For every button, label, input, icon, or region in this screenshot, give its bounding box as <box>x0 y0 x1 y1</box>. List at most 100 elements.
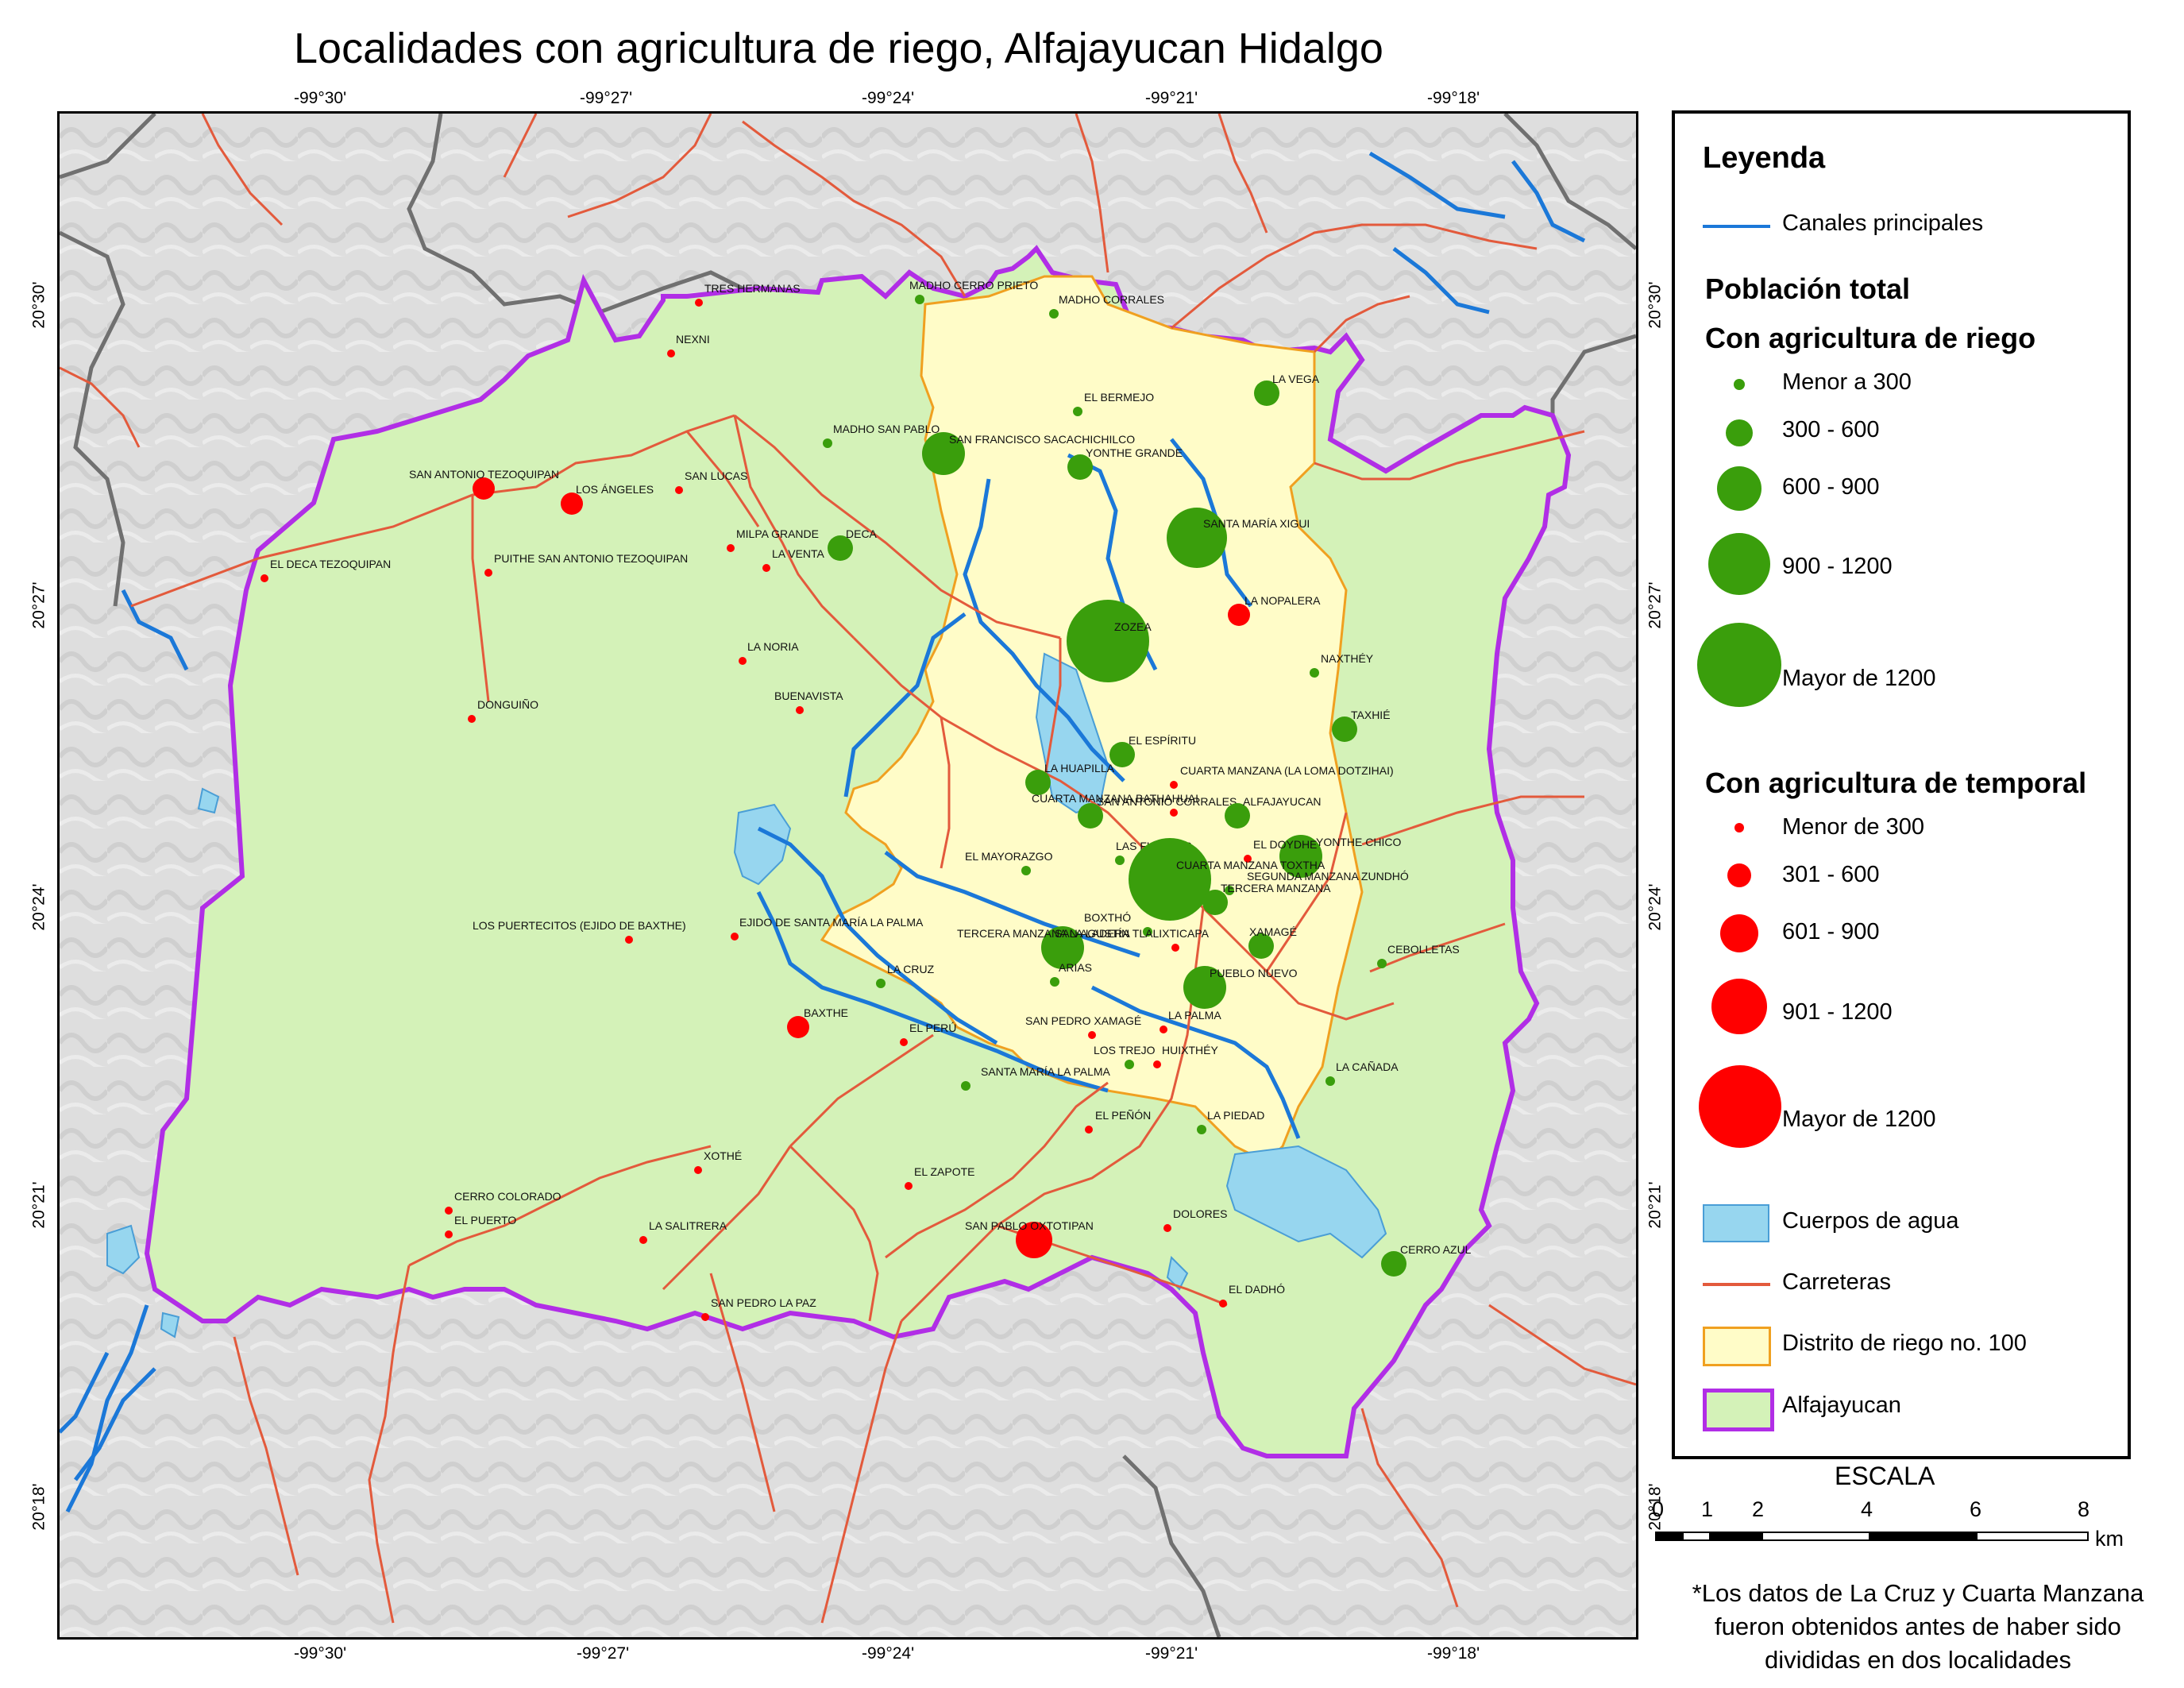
locality-marker-san-francisco-sacachichilco[interactable] <box>922 432 965 475</box>
locality-marker-san-antonio-corrales[interactable] <box>1078 803 1103 829</box>
locality-marker-la-cruz[interactable] <box>876 979 886 988</box>
locality-marker-baxthe[interactable] <box>787 1016 809 1038</box>
locality-marker-dolores[interactable] <box>1163 1224 1171 1232</box>
locality-label-pueblo-nuevo: PUEBLO NUEVO <box>1210 967 1298 979</box>
locality-label-buenavista: BUENAVISTA <box>774 689 843 702</box>
locality-marker-madho-san-pablo[interactable] <box>823 438 832 448</box>
locality-marker-pueblo-nuevo[interactable] <box>1183 966 1226 1009</box>
locality-marker-el-penon[interactable] <box>1085 1126 1093 1134</box>
locality-marker-el-peru[interactable] <box>900 1038 908 1046</box>
lat-label-right: 20°30' <box>1646 281 1665 329</box>
locality-marker-san-pablo-oxtotipan[interactable] <box>1016 1222 1052 1258</box>
locality-marker-cuarta-manzana-la-loma-dotzihai[interactable] <box>1170 781 1178 789</box>
legend-temporal-title: Con agricultura de temporal <box>1705 767 2087 799</box>
locality-marker-tercera-manzana-la-ladera[interactable] <box>1171 944 1179 952</box>
legend-title: Leyenda <box>1703 141 1826 175</box>
locality-marker-la-venta[interactable] <box>762 564 770 572</box>
locality-marker-buenavista[interactable] <box>796 706 804 714</box>
temporal-symbol-class-5 <box>1699 1065 1781 1148</box>
locality-marker-los-trejo[interactable] <box>1125 1060 1134 1069</box>
locality-marker-san-antonio-tezoquipan[interactable] <box>473 477 495 500</box>
locality-marker-la-canada[interactable] <box>1325 1076 1335 1086</box>
locality-marker-la-vega[interactable] <box>1254 380 1279 406</box>
riego-class-1: Menor a 300 <box>1782 369 1912 395</box>
locality-marker-boxtho[interactable] <box>1143 927 1152 937</box>
locality-marker-la-huapilla[interactable] <box>1025 770 1051 795</box>
riego-class-2: 300 - 600 <box>1782 417 1880 442</box>
locality-label-cuarta-manzana-bathahuai: CUARTA MANZANA BATHAHUAI <box>1032 792 1198 805</box>
locality-marker-taxhie[interactable] <box>1332 717 1357 742</box>
locality-label-cerro-azul: CERRO AZUL <box>1400 1243 1472 1256</box>
locality-marker-los-angeles[interactable] <box>561 492 583 515</box>
locality-marker-puithe-san-antonio-tezoquipan[interactable] <box>484 569 492 577</box>
locality-marker-cerro-azul[interactable] <box>1381 1251 1406 1277</box>
locality-marker-cerro-colorado[interactable] <box>445 1207 453 1215</box>
locality-marker-deca[interactable] <box>828 535 853 561</box>
locality-marker-tercera-manzana[interactable] <box>1202 890 1228 915</box>
locality-marker-el-mayorazgo[interactable] <box>1021 866 1031 875</box>
map-canvas[interactable]: TRES HERMANAS MADHO CERRO PRIETO MADHO COR… <box>60 114 1636 1637</box>
locality-marker-san-pedro-la-paz[interactable] <box>701 1313 709 1321</box>
water-symbol <box>1703 1204 1769 1242</box>
locality-marker-segunda-manzana-zundho[interactable] <box>1225 886 1234 895</box>
locality-marker-cuarta-manzana-bathahuai[interactable] <box>1170 809 1178 817</box>
locality-marker-la-piedad[interactable] <box>1197 1125 1206 1134</box>
locality-marker-cuarta-manzana-toxtha[interactable] <box>1129 838 1211 921</box>
locality-marker-xamage[interactable] <box>1248 933 1274 959</box>
locality-marker-san-pedro-xamage[interactable] <box>1088 1031 1096 1039</box>
locality-marker-huixthey[interactable] <box>1153 1060 1161 1068</box>
locality-marker-madho-cerro-prieto[interactable] <box>915 295 924 304</box>
locality-marker-el-puerto[interactable] <box>445 1230 453 1238</box>
locality-marker-las-fuentes[interactable] <box>1115 856 1125 865</box>
lon-label-top: -99°24' <box>862 89 915 107</box>
locality-marker-san-agustin-tlalixticapa[interactable] <box>1041 926 1084 969</box>
locality-label-huixthey: HUIXTHÉY <box>1162 1044 1218 1056</box>
locality-marker-ejido-de-santa-maria-la-palma[interactable] <box>731 933 739 941</box>
locality-marker-san-lucas[interactable] <box>675 486 683 494</box>
locality-marker-cebolletas[interactable] <box>1377 959 1387 968</box>
locality-marker-xothe[interactable] <box>694 1166 702 1174</box>
temporal-symbol-class-1 <box>1734 823 1744 832</box>
locality-marker-nexni[interactable] <box>667 350 675 357</box>
locality-marker-yonthe-chico[interactable] <box>1279 835 1322 878</box>
locality-label-nexni: NEXNI <box>676 333 710 346</box>
locality-label-zozea: ZOZEA <box>1114 620 1152 633</box>
locality-marker-zozea[interactable] <box>1067 600 1149 682</box>
locality-marker-el-espiritu[interactable] <box>1109 742 1135 767</box>
map-frame[interactable]: TRES HERMANAS MADHO CERRO PRIETO MADHO COR… <box>57 111 1638 1640</box>
locality-marker-arias[interactable] <box>1050 977 1059 987</box>
locality-marker-santa-maria-la-palma[interactable] <box>961 1081 970 1091</box>
locality-marker-milpa-grande[interactable] <box>727 544 735 552</box>
locality-marker-la-noria[interactable] <box>739 657 747 665</box>
locality-label-milpa-grande: MILPA GRANDE <box>736 527 819 540</box>
locality-marker-el-deca-tezoquipan[interactable] <box>260 574 268 582</box>
locality-label-dolores: DOLORES <box>1173 1207 1227 1220</box>
locality-marker-madho-corrales[interactable] <box>1049 309 1059 319</box>
locality-marker-yonthe-grande[interactable] <box>1067 454 1093 480</box>
legend-riego-title: Con agricultura de riego <box>1705 322 2036 354</box>
locality-marker-naxthey[interactable] <box>1310 668 1319 678</box>
locality-marker-el-zapote[interactable] <box>905 1182 913 1190</box>
riego-symbol-class-5 <box>1697 623 1781 707</box>
locality-marker-la-nopalera[interactable] <box>1228 604 1250 626</box>
lon-label-top: -99°21' <box>1145 89 1198 107</box>
locality-marker-tres-hermanas[interactable] <box>695 299 703 307</box>
locality-marker-la-salitrera[interactable] <box>639 1236 647 1244</box>
locality-label-el-zapote: EL ZAPOTE <box>914 1165 975 1178</box>
locality-marker-santa-maria-xigui[interactable] <box>1167 508 1227 568</box>
locality-marker-la-palma[interactable] <box>1160 1026 1167 1033</box>
locality-marker-los-puertecitos-ejido-de-baxthe[interactable] <box>625 936 633 944</box>
locality-label-la-vega: LA VEGA <box>1272 373 1320 385</box>
locality-label-la-venta: LA VENTA <box>772 547 825 560</box>
locality-marker-alfajayucan[interactable] <box>1225 803 1250 829</box>
footnote-line: *Los datos de La Cruz y Cuarta Manzana <box>1692 1579 2144 1607</box>
locality-marker-el-doydhe[interactable] <box>1244 855 1252 863</box>
locality-label-donguino: DONGUIÑO <box>477 698 538 711</box>
locality-label-madho-san-pablo: MADHO SAN PABLO <box>833 423 940 435</box>
locality-marker-el-dadho[interactable] <box>1219 1300 1227 1308</box>
locality-marker-el-bermejo[interactable] <box>1073 407 1082 416</box>
locality-marker-donguino[interactable] <box>468 715 476 723</box>
locality-label-el-peru: EL PERÚ <box>909 1022 956 1034</box>
locality-label-cuarta-manzana-la-loma-dotzihai: CUARTA MANZANA (LA LOMA DOTZIHAI) <box>1180 764 1394 777</box>
legend-distrito: Distrito de riego no. 100 <box>1782 1331 2027 1356</box>
